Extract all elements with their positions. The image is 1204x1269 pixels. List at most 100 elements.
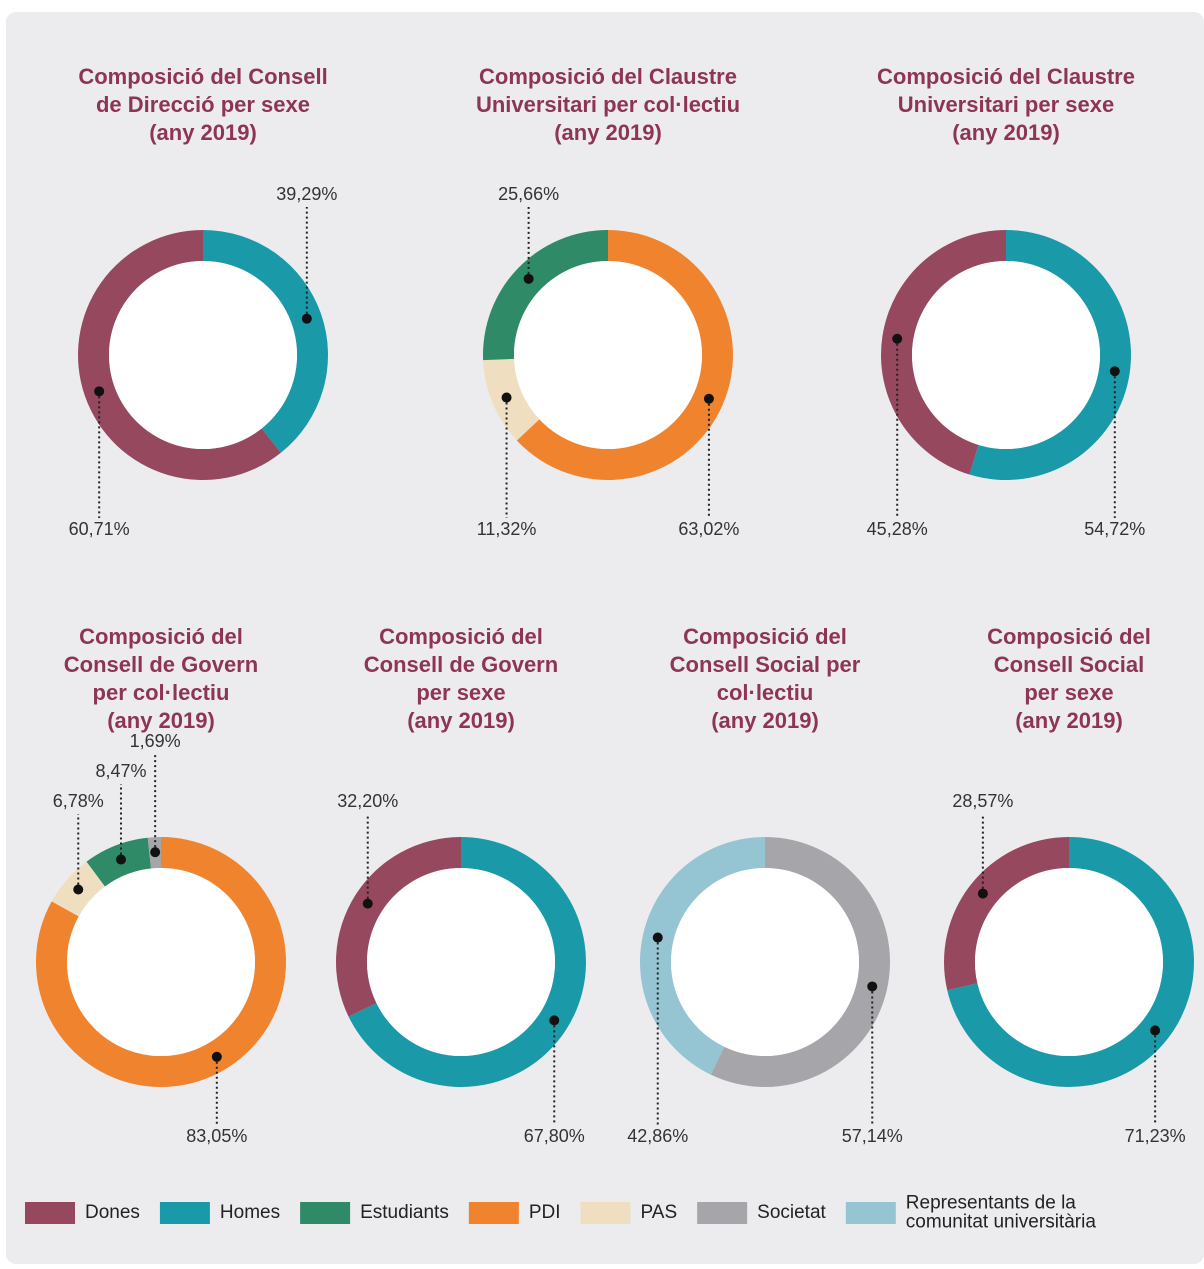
value-label: 6,78% (53, 791, 104, 811)
donut-hole (367, 868, 555, 1056)
legend-label: Estudiants (360, 1202, 449, 1223)
donut-chart: Composició del Consell Social per sexe (any… (944, 624, 1195, 1146)
legend-label: Homes (220, 1202, 280, 1223)
donut-segment (78, 230, 281, 480)
leader-dot (867, 981, 878, 992)
chart-title: Consell de Govern (64, 652, 258, 677)
legend-swatch (697, 1202, 748, 1224)
donut-hole (912, 261, 1100, 449)
value-label: 11,32% (477, 519, 537, 539)
legend-swatch (300, 1202, 351, 1224)
chart-title: (any 2019) (407, 708, 515, 733)
donut-segment (640, 837, 765, 1075)
chart-title: per col·lectiu (93, 680, 230, 705)
leader-dot (977, 888, 988, 899)
value-label: 28,57% (952, 791, 1013, 811)
legend-swatch (468, 1202, 519, 1224)
legend-swatch (580, 1202, 631, 1224)
donut-segment (516, 230, 733, 481)
chart-title: per sexe (1024, 680, 1113, 705)
value-label: 39,29% (276, 184, 337, 204)
donut-segment (483, 358, 540, 441)
legend-label: PDI (529, 1202, 561, 1223)
legend-label: comunitat universitària (906, 1212, 1097, 1233)
donut-segment (483, 230, 608, 361)
donut-segment (710, 837, 890, 1087)
donut-hole (514, 261, 702, 449)
chart-title: Composició del (79, 624, 243, 649)
leader-dot (73, 884, 84, 895)
leader-dot (501, 392, 512, 403)
chart-title: (any 2019) (107, 708, 215, 733)
legend-swatch (25, 1202, 75, 1224)
chart-title: (any 2019) (554, 120, 662, 145)
chart-title: (any 2019) (711, 708, 819, 733)
value-label: 25,66% (498, 184, 559, 204)
value-label: 67,80% (524, 1126, 585, 1146)
legend-label: Representants de la (906, 1193, 1076, 1214)
chart-title: col·lectiu (717, 680, 814, 705)
value-label: 42,86% (627, 1126, 688, 1146)
donut-chart: Composició del Consell de Direcció per se… (69, 64, 338, 539)
chart-title: Composició del Claustre (479, 64, 737, 89)
donut-hole (975, 868, 1163, 1056)
chart-title: Universitari per col·lectiu (476, 92, 740, 117)
legend-swatch (845, 1202, 896, 1224)
legend-label: PAS (641, 1202, 678, 1223)
donut-segment (881, 230, 1006, 475)
chart-title: Consell Social per (670, 652, 861, 677)
donut-segment (969, 230, 1131, 480)
legend-swatch (159, 1202, 210, 1224)
leader-dot (892, 333, 903, 344)
donut-hole (67, 868, 255, 1056)
chart-title: Composició del Claustre (877, 64, 1135, 89)
donut-chart: Composició del Consell de Govern per sexe (… (336, 624, 586, 1146)
value-label: 32,20% (337, 791, 398, 811)
legend-label: Dones (85, 1202, 140, 1223)
leader-dot (301, 313, 312, 324)
donut-segment (203, 230, 329, 453)
value-label: 60,71% (69, 519, 130, 539)
chart-title: Consell de Govern (364, 652, 558, 677)
chart-title: Universitari per sexe (898, 92, 1114, 117)
donut-chart: Composició del Consell Social per col·lect… (627, 624, 903, 1146)
leader-dot (523, 273, 534, 284)
donut-chart: Composició del Consell de Govern per col·l… (36, 624, 287, 1146)
donut-segment (944, 837, 1069, 991)
chart-title: (any 2019) (1015, 708, 1123, 733)
value-label: 54,72% (1084, 519, 1145, 539)
leader-dot (549, 1015, 560, 1026)
leader-dot (94, 386, 105, 397)
donut-hole (109, 261, 297, 449)
leader-dot (652, 932, 663, 943)
leader-dot (362, 898, 373, 909)
value-label: 1,69% (130, 731, 181, 751)
donut-chart: Composició del Claustre Universitari per … (476, 64, 740, 539)
chart-title: Composició del (379, 624, 543, 649)
leader-dot (211, 1051, 222, 1062)
chart-title: Consell Social (994, 652, 1144, 677)
value-label: 71,23% (1125, 1126, 1186, 1146)
chart-title: Composició del (987, 624, 1151, 649)
chart-title: Composició del (683, 624, 847, 649)
legend: Dones Homes Estudiants PDI PAS Societat Repres… (25, 1193, 1096, 1233)
chart-title: per sexe (416, 680, 505, 705)
value-label: 57,14% (842, 1126, 903, 1146)
leader-dot (1150, 1025, 1161, 1036)
donut-hole (671, 868, 859, 1056)
leader-dot (1109, 366, 1120, 377)
value-label: 63,02% (678, 519, 739, 539)
leader-dot (703, 393, 714, 404)
chart-title: de Direcció per sexe (96, 92, 310, 117)
value-label: 83,05% (186, 1126, 247, 1146)
value-label: 45,28% (867, 519, 928, 539)
chart-title: Composició del Consell (78, 64, 327, 89)
legend-label: Societat (757, 1202, 826, 1223)
chart-title: (any 2019) (149, 120, 257, 145)
leader-dot (150, 847, 161, 858)
chart-title: (any 2019) (952, 120, 1060, 145)
value-label: 8,47% (95, 761, 146, 781)
donut-chart: Composició del Claustre Universitari per … (867, 64, 1146, 539)
